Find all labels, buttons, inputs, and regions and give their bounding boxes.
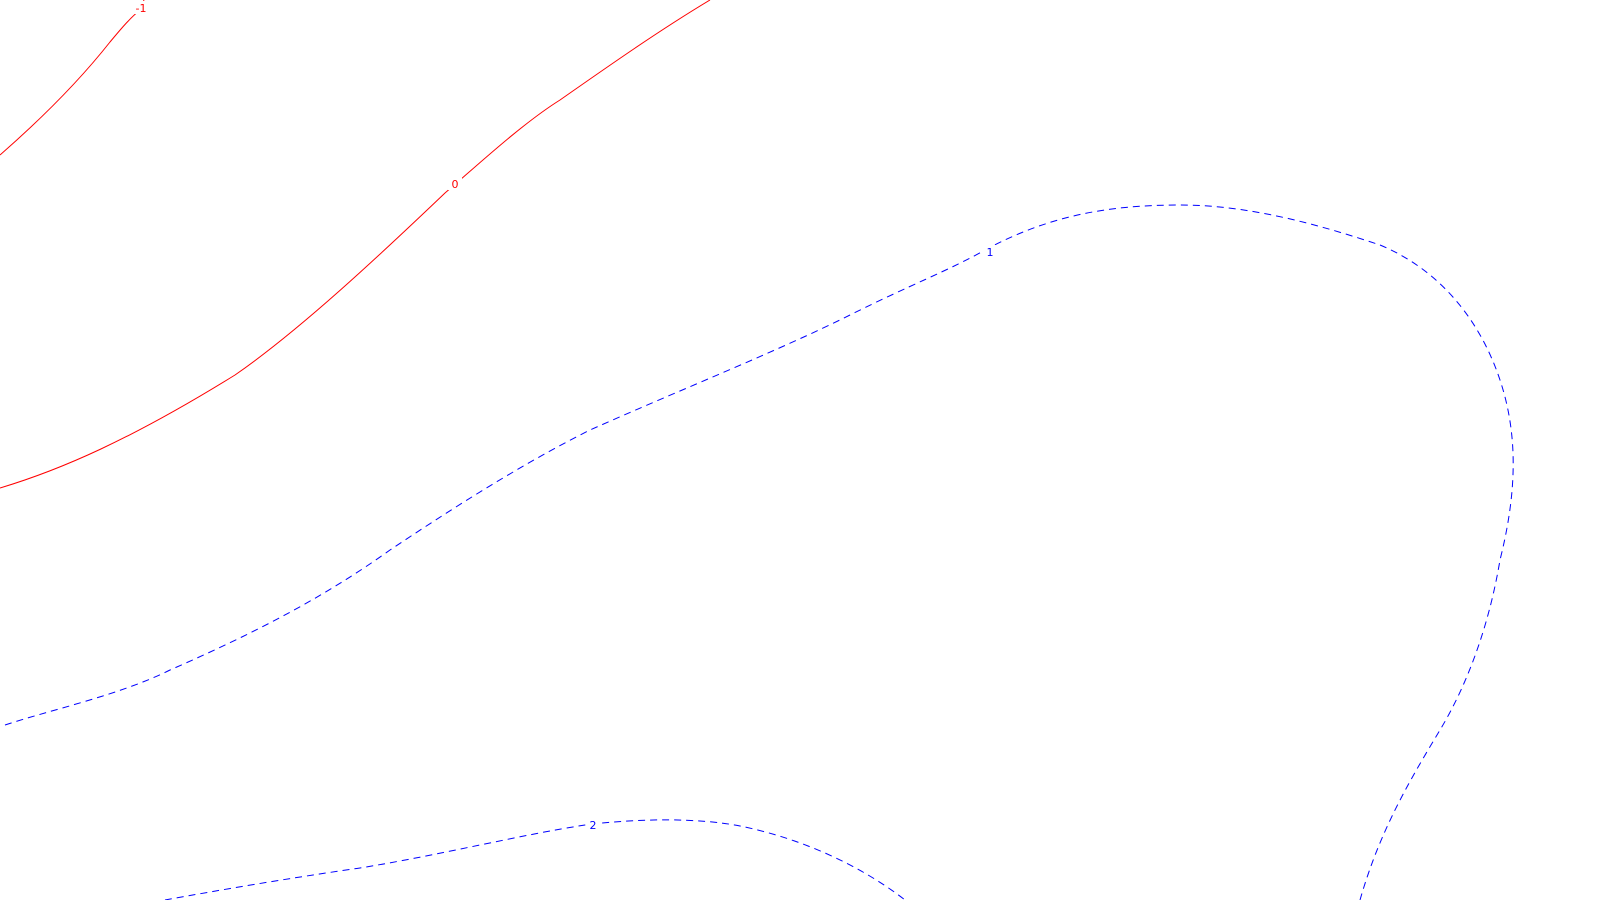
contour-label-2: 2: [590, 819, 597, 832]
contour-label-mask-neg1: [130, 1, 152, 14]
contour-line-1: [4, 204, 1514, 901]
contour-label-1: 1: [987, 246, 994, 259]
contour-line-0: [0, 0, 711, 489]
contour-label-mask-0: [448, 177, 462, 190]
contour-line-neg1: [0, 0, 145, 156]
contour-label-neg1: -1: [136, 2, 147, 15]
contour-label-mask-2: [586, 818, 600, 831]
contour-label-0: 0: [452, 178, 459, 191]
contour-label-mask-1: [983, 245, 997, 258]
contour-line-2: [164, 819, 906, 901]
